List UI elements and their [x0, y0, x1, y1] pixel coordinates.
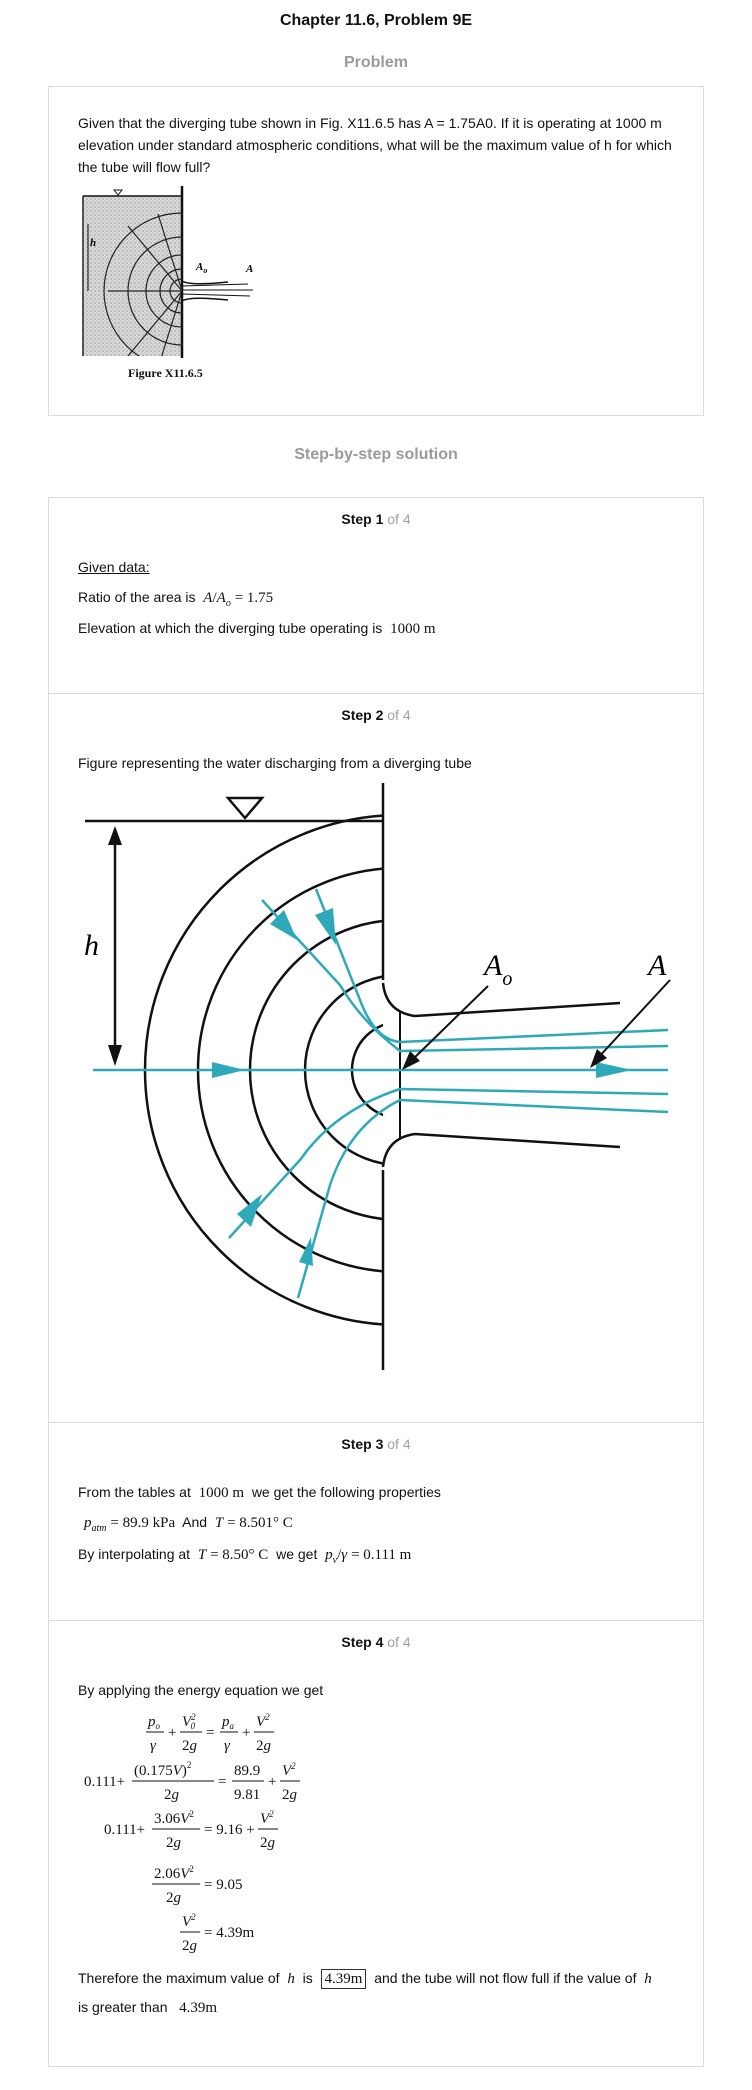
- svg-text:2g: 2g: [182, 1938, 198, 1954]
- conclusion-text: Therefore the maximum value of h is 4.39…: [78, 1969, 652, 2016]
- svg-text:2g: 2g: [282, 1787, 298, 1803]
- svg-text:= 9.16 +: = 9.16 +: [204, 1822, 255, 1838]
- diagram-label-a: A: [646, 949, 667, 982]
- svg-text:2.06V2: 2.06V2: [154, 1864, 194, 1882]
- step2-heading: Step 2 of 4: [341, 707, 411, 723]
- water-surface-icon: [225, 796, 265, 820]
- area-ratio: Ratio of the area is A/Ao = 1.75: [78, 589, 274, 609]
- step3-heading: Step 3 of 4: [341, 1436, 411, 1452]
- step-divider: [48, 1422, 704, 1423]
- svg-text:=: =: [206, 1725, 214, 1741]
- svg-text:= 9.05: = 9.05: [204, 1877, 242, 1893]
- interpolation-line: By interpolating at T = 8.50° C we get p…: [78, 1546, 412, 1566]
- svg-text:V2: V2: [256, 1712, 270, 1730]
- answer-box: 4.39m: [320, 1969, 367, 1989]
- figure-caption: Figure X11.6.5: [128, 366, 203, 380]
- problem-figure: h Ao A: [82, 186, 253, 358]
- svg-text:2g: 2g: [260, 1835, 276, 1851]
- svg-text:2g: 2g: [256, 1738, 272, 1754]
- svg-text:2g: 2g: [166, 1835, 182, 1851]
- diverging-tube-diagram: h Ao A: [84, 783, 671, 1370]
- energy-equations: po γ + V2 0 2g = pa γ + V2 2g 0.111+ (0.1…: [84, 1712, 300, 1954]
- svg-text:γ: γ: [150, 1738, 157, 1754]
- atm-pressure-line: patm = 89.9 kPa And T = 8.501° C: [84, 1514, 293, 1534]
- svg-text:= 4.39m: = 4.39m: [204, 1925, 254, 1941]
- svg-text:V2: V2: [182, 1912, 196, 1930]
- solution-heading: Step-by-step solution: [294, 446, 458, 463]
- svg-text:V2: V2: [260, 1809, 274, 1827]
- water-surface-icon: [112, 189, 124, 196]
- solution-box: [48, 497, 704, 2067]
- fig-label-ao: Ao: [195, 261, 207, 275]
- svg-text:V2: V2: [282, 1761, 296, 1779]
- given-data-label: Given data:: [78, 559, 150, 575]
- svg-text:3.06V2: 3.06V2: [154, 1809, 194, 1827]
- svg-text:V20: V2 0: [182, 1712, 196, 1731]
- svg-text:9.81: 9.81: [234, 1787, 260, 1803]
- fig-label-a: A: [245, 263, 253, 275]
- energy-intro: By applying the energy equation we get: [78, 1682, 324, 1698]
- svg-text:2g: 2g: [164, 1787, 180, 1803]
- svg-text:γ: γ: [224, 1738, 231, 1754]
- svg-text:(0.175V)2: (0.175V)2: [134, 1760, 191, 1779]
- svg-text:+: +: [168, 1725, 176, 1741]
- svg-text:2g: 2g: [166, 1890, 182, 1906]
- svg-text:+: +: [268, 1774, 276, 1790]
- svg-text:0.111+: 0.111+: [84, 1774, 125, 1790]
- problem-text: Given that the diverging tube shown in F…: [78, 115, 672, 175]
- step4-heading: Step 4 of 4: [341, 1634, 411, 1650]
- svg-text:+: +: [242, 1725, 250, 1741]
- elevation: Elevation at which the diverging tube op…: [78, 620, 436, 637]
- svg-text:2g: 2g: [182, 1738, 198, 1754]
- step-divider: [48, 1620, 704, 1621]
- diagram-label-h: h: [84, 929, 99, 962]
- problem-heading: Problem: [343, 54, 408, 71]
- svg-text:0.111+: 0.111+: [104, 1822, 145, 1838]
- step2-text: Figure representing the water dischargin…: [78, 755, 472, 771]
- svg-text:89.9: 89.9: [234, 1763, 260, 1779]
- step1-heading: Step 1 of 4: [341, 511, 411, 527]
- svg-text:=: =: [218, 1774, 226, 1790]
- tables-line: From the tables at 1000 m we get the fol…: [78, 1484, 441, 1501]
- fig-label-h: h: [90, 237, 96, 249]
- diagram-label-ao: Ao: [482, 949, 512, 990]
- svg-text:pa: pa: [221, 1714, 235, 1731]
- page-title: Chapter 11.6, Problem 9E: [279, 12, 473, 29]
- svg-text:po: po: [147, 1714, 161, 1731]
- step-divider: [48, 693, 704, 694]
